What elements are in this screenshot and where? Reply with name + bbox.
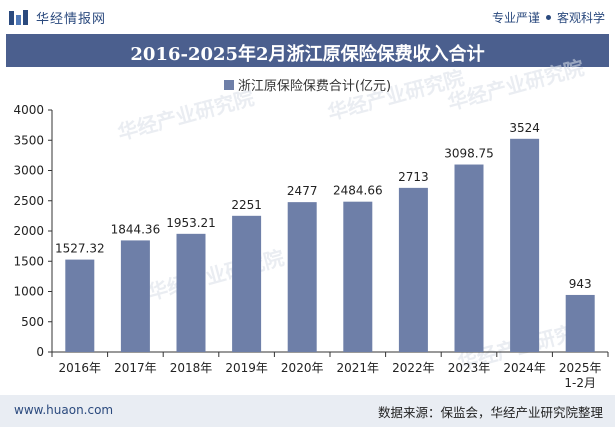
x-tick-label-3: 2019年	[225, 361, 268, 375]
watermark-text-3: 华经产业研究院	[445, 55, 586, 114]
data-label-1: 1844.36	[111, 222, 161, 236]
y-tick-label-7: 3500	[13, 133, 44, 147]
top-bar: 华经情报网 专业严谨 客观科学	[0, 0, 615, 34]
bar-0	[65, 259, 95, 352]
bar-5	[343, 201, 373, 352]
y-tick-label-0: 0	[36, 345, 44, 359]
slogan-left: 专业严谨	[491, 11, 540, 25]
chart-legend: 浙江原保险保费合计(亿元)	[0, 75, 615, 94]
footer-url[interactable]: www.huaon.com	[14, 403, 114, 417]
chart-title: 2016-2025年2月浙江原保险保费收入合计	[130, 44, 485, 65]
slogan-right: 客观科学	[556, 11, 605, 25]
bar-7	[454, 164, 484, 352]
bar-6	[398, 187, 428, 352]
x-tick-label-9: 2025年 1-2月	[559, 361, 602, 390]
y-tick-label-4: 2000	[13, 224, 44, 238]
y-tick-label-5: 2500	[13, 194, 44, 208]
data-label-8: 3524	[509, 121, 540, 135]
x-tick-label-0: 2016年	[59, 361, 102, 375]
bar-2	[176, 233, 206, 352]
legend-swatch	[223, 80, 234, 90]
y-tick-label-1: 500	[21, 315, 44, 329]
watermark-text-2: 华经产业研究院	[145, 245, 286, 304]
slogan-dot-icon	[545, 15, 551, 20]
x-tick-label-4: 2020年	[281, 361, 324, 375]
brand[interactable]: 华经情报网	[8, 8, 106, 27]
y-tick-label-3: 1500	[13, 254, 44, 268]
data-label-3: 2251	[231, 198, 262, 212]
x-tick-label-7: 2023年	[448, 361, 491, 375]
bar-9	[565, 294, 595, 352]
x-tick-label-8: 2024年	[503, 361, 546, 375]
data-label-9: 943	[569, 277, 592, 291]
bar-8	[510, 138, 540, 352]
title-bar: 2016-2025年2月浙江原保险保费收入合计	[6, 34, 609, 67]
data-label-4: 2477	[287, 184, 318, 198]
y-tick-label-8: 4000	[13, 103, 44, 117]
data-label-0: 1527.32	[55, 242, 105, 256]
data-label-5: 2484.66	[333, 184, 383, 198]
bars	[65, 138, 595, 352]
x-tick-label-6: 2022年	[392, 361, 435, 375]
bar-3	[232, 215, 262, 352]
watermark-text-0: 华经产业研究院	[115, 85, 256, 144]
bar-1	[120, 240, 150, 352]
bar-4	[287, 202, 317, 352]
footer: www.huaon.com 数据来源：保监会，华经产业研究院整理	[0, 395, 615, 427]
data-label-6: 2713	[398, 170, 429, 184]
legend-label: 浙江原保险保费合计(亿元)	[237, 79, 392, 94]
x-tick-label-5: 2021年	[337, 361, 380, 375]
tick-labels: 0 500 1000 1500 2000 2500 3000 3500 4000 2016年 201…	[13, 103, 601, 390]
y-tick-label-6: 3000	[13, 164, 44, 178]
footer-source: 数据来源：保监会，华经产业研究院整理	[377, 405, 603, 420]
data-label-2: 1953.21	[166, 216, 216, 230]
y-tick-label-2: 1000	[13, 285, 44, 299]
huajing-logo-icon	[9, 9, 28, 25]
x-tick-label-1: 2017年	[114, 361, 157, 375]
site-name: 华经情报网	[36, 12, 107, 27]
slogan: 专业严谨 客观科学	[492, 9, 605, 26]
data-label-7: 3098.75	[444, 147, 494, 161]
x-tick-label-2: 2018年	[170, 361, 213, 375]
data-labels: 1527.32 1844.36 1953.21 2251 2477 2484.66 2713…	[55, 121, 592, 291]
